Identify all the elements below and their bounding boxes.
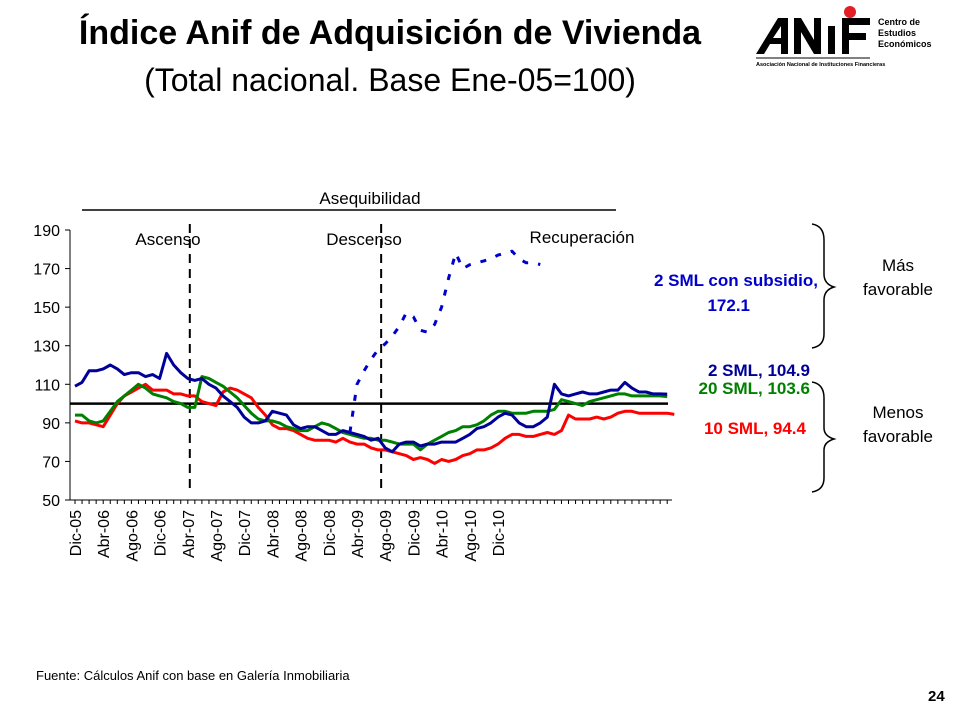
x-tick-label: Ago-10 <box>463 510 480 562</box>
period-label-recuperacion: Recuperación <box>530 228 635 247</box>
y-tick-label: 50 <box>42 493 60 510</box>
y-axis: 50 70 90 110 130 150 170 190 <box>33 223 70 510</box>
y-tick-label: 70 <box>42 454 60 471</box>
x-tick-label: Abr-09 <box>350 510 367 558</box>
bracket-mas-favorable <box>811 223 837 349</box>
period-label-descenso: Descenso <box>326 230 402 249</box>
y-tick-label: 190 <box>33 223 60 240</box>
x-tick-label: Ago-06 <box>124 510 141 562</box>
bracket-label-favorable-1: favorable <box>863 280 933 299</box>
y-tick-label: 130 <box>33 339 60 356</box>
logo-center-line-3: Económicos <box>878 39 932 49</box>
period-top-label: Asequibilidad <box>319 189 420 208</box>
x-axis: Dic-05 Abr-06 Ago-06 Dic-06 Abr-07 Ago-07 Dic-… <box>68 500 668 562</box>
x-tick-label: Dic-05 <box>68 510 85 556</box>
x-tick-label: Dic-08 <box>322 510 339 556</box>
page-title: Índice Anif de Adquisición de Vivienda <box>78 14 702 52</box>
series-label-20sml: 20 SML, 103.6 <box>698 379 810 398</box>
series-lines <box>74 249 675 465</box>
series-label-10sml: 10 SML, 94.4 <box>704 419 807 438</box>
logo-dot-icon <box>844 6 856 18</box>
period-label-ascenso: Ascenso <box>135 230 200 249</box>
x-tick-label: Ago-09 <box>378 510 395 562</box>
series-value-subsidio: 172.1 <box>707 296 750 315</box>
bracket-label-favorable-2: favorable <box>863 427 933 446</box>
logo-tagline: Asociación Nacional de Instituciones Fin… <box>756 62 885 68</box>
anif-logo-graphic: Asociación Nacional de Instituciones Fin… <box>756 6 932 68</box>
x-tick-label: Dic-07 <box>237 510 254 556</box>
series-line-2-sml-con-subsidio <box>348 249 541 433</box>
x-tick-label: Dic-10 <box>491 510 508 556</box>
series-line-20-sml <box>75 375 668 452</box>
bracket-menos-favorable <box>811 381 837 493</box>
x-tick-label: Dic-06 <box>153 510 170 556</box>
x-tick-label: Ago-08 <box>294 510 311 562</box>
bracket-label-mas: Más <box>882 256 914 275</box>
series-label-subsidio: 2 SML con subsidio, <box>654 271 818 290</box>
x-tick-label: Abr-07 <box>181 510 198 558</box>
x-tick-label: Dic-09 <box>406 510 423 556</box>
x-tick-label: Abr-08 <box>265 510 282 558</box>
page-number: 24 <box>928 688 945 705</box>
x-tick-label: Ago-07 <box>209 510 226 562</box>
anif-logo: Asociación Nacional de Instituciones Fin… <box>750 4 955 74</box>
logo-center-line-1: Centro de <box>878 17 920 27</box>
x-tick-label: Abr-06 <box>96 510 113 558</box>
series-line-2-sml <box>74 351 668 454</box>
x-tick-label: Abr-10 <box>435 510 452 558</box>
bracket-label-menos: Menos <box>872 403 923 422</box>
y-tick-label: 90 <box>42 416 60 433</box>
page-subtitle: (Total nacional. Base Ene-05=100) <box>144 62 636 98</box>
source-note: Fuente: Cálculos Anif con base en Galerí… <box>36 668 350 683</box>
y-tick-label: 170 <box>33 262 60 279</box>
y-tick-label: 150 <box>33 300 60 317</box>
series-line-10-sml <box>74 382 675 465</box>
logo-center-line-2: Estudios <box>878 28 916 38</box>
series-label-2sml: 2 SML, 104.9 <box>708 361 810 380</box>
y-tick-label: 110 <box>34 377 60 394</box>
